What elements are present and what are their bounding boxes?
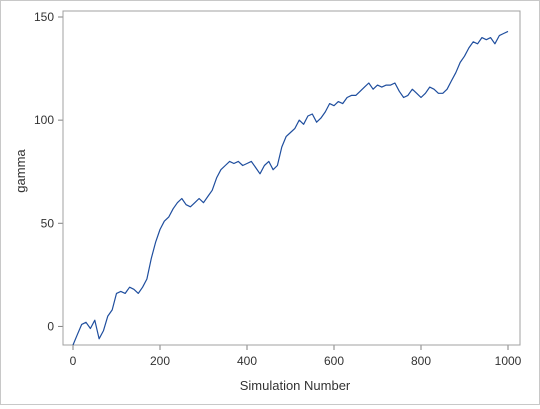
x-tick-label: 1000 [495, 354, 522, 368]
x-axis-label: Simulation Number [240, 378, 351, 393]
plot-area [62, 10, 521, 346]
x-tick-label: 800 [411, 354, 431, 368]
y-axis-label: gamma [13, 149, 28, 193]
y-tick-label: 150 [34, 10, 54, 24]
x-tick-label: 600 [324, 354, 344, 368]
x-tick-label: 400 [237, 354, 257, 368]
series-line [72, 30, 509, 346]
x-tick-label: 0 [70, 354, 77, 368]
y-tick-label: 0 [47, 319, 54, 333]
axis-ticks: 0 200 400 600 800 1000 0 50 100 150 [34, 10, 522, 368]
y-tick-label: 100 [34, 113, 54, 127]
x-tick-label: 200 [150, 354, 170, 368]
y-tick-label: 50 [41, 216, 55, 230]
